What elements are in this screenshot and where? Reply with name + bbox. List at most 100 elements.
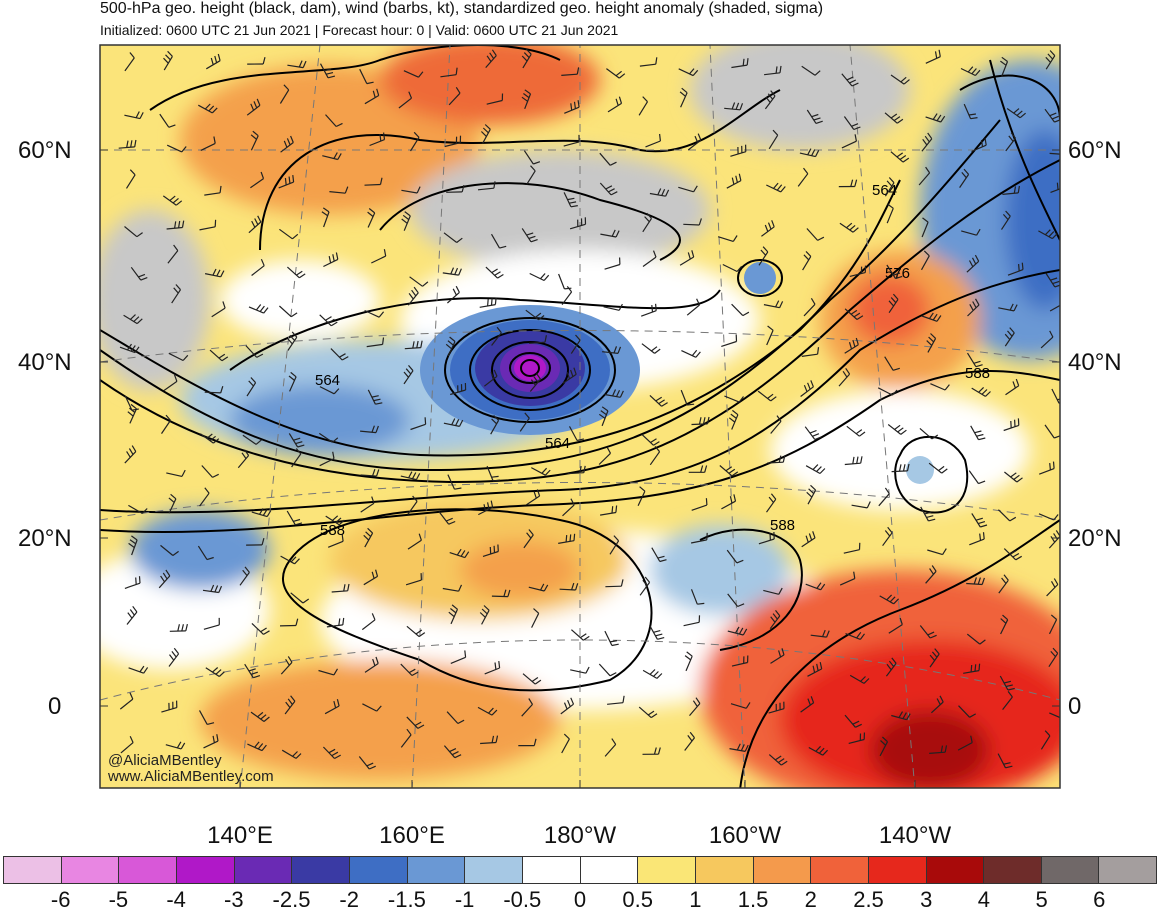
colorbar-label: 3 [920, 887, 933, 912]
wind-barb-flag [424, 417, 427, 425]
wind-barb-flag [890, 113, 898, 119]
wind-barb [890, 74, 905, 85]
wind-barb-flag [220, 270, 225, 278]
wind-barb-flag [339, 353, 346, 358]
wind-barb-flag [260, 714, 267, 720]
wind-barb-flag [543, 274, 550, 281]
wind-barb [638, 101, 649, 116]
wind-barb-flag [131, 445, 137, 452]
wind-barb-flag [886, 180, 893, 187]
wind-barb-flag [656, 673, 663, 679]
wind-barb [325, 515, 340, 526]
wind-barb [691, 504, 708, 511]
wind-barb [690, 539, 707, 544]
wind-barb-flag [499, 245, 507, 249]
wind-barb-flag [563, 702, 568, 710]
wind-barb-flag [445, 343, 452, 350]
wind-barb-flag [531, 677, 539, 682]
contour-line [379, 182, 681, 261]
wind-barb-flag [543, 584, 549, 592]
wind-barb [1044, 424, 1055, 439]
wind-barb [477, 706, 493, 716]
wind-barb-flag [455, 285, 460, 293]
wind-barb [204, 391, 221, 394]
wind-barb-flag [254, 741, 260, 748]
wind-barb [450, 609, 459, 625]
contour-label: 588 [770, 517, 795, 534]
wind-barb-flag [173, 287, 179, 294]
wind-barb-flag [129, 539, 137, 545]
wind-barb [200, 433, 214, 444]
wind-barb-flag [922, 138, 928, 146]
wind-barb-flag [1009, 327, 1015, 334]
wind-barb-flag [736, 265, 743, 272]
wind-barb [606, 68, 620, 79]
wind-barb-flag [327, 75, 336, 79]
wind-barb-flag [204, 103, 211, 110]
wind-barb-flag [254, 218, 259, 225]
wind-barb-flag [973, 360, 981, 364]
wind-barb [326, 624, 343, 628]
wind-barb-flag [372, 658, 376, 666]
wind-barb-flag [739, 103, 744, 111]
wind-barb-flag [253, 675, 261, 679]
wind-barb-flag [655, 396, 663, 402]
wind-barb-flag [816, 466, 822, 473]
wind-barb-flag [897, 427, 904, 433]
wind-barb-flag [1049, 50, 1056, 57]
wind-barb-flag [332, 451, 335, 459]
wind-barb-flag [736, 559, 744, 564]
wind-barb-flag [848, 342, 853, 350]
wind-barb-flag [136, 318, 143, 325]
wind-barb-flag [544, 469, 551, 476]
wind-barb [158, 575, 171, 589]
wind-barb-flag [335, 252, 339, 260]
wind-barb [598, 452, 611, 465]
wind-barb-flag [493, 414, 500, 421]
wind-barb-flag [1053, 514, 1059, 521]
wind-barb-flag [1000, 60, 1007, 66]
wind-barb-flag [180, 742, 186, 750]
wind-barb-flag [659, 559, 667, 563]
wind-barb [1006, 108, 1021, 119]
wind-barb [280, 142, 294, 153]
wind-barb-flag [779, 301, 784, 308]
wind-barb-flag [773, 182, 779, 189]
wind-barb-flag [411, 472, 417, 479]
wind-barb [649, 394, 663, 407]
wind-barb-flag [642, 96, 648, 103]
wind-barb [845, 633, 861, 640]
wind-barb-flag [944, 745, 948, 753]
wind-barb-flag [812, 433, 820, 437]
wind-barb-flag [944, 384, 950, 391]
wind-barb [807, 489, 817, 505]
low-center [514, 355, 546, 381]
wind-barb-flag [980, 524, 988, 528]
wind-barb [959, 174, 970, 188]
wind-barb-flag [981, 389, 988, 395]
wind-barb-flag [455, 67, 458, 75]
wind-barb-flag [295, 448, 302, 455]
colorbar-label: 6 [1093, 887, 1106, 912]
wind-barb-flag [816, 663, 819, 671]
wind-barb [371, 255, 386, 264]
wind-barb [766, 184, 782, 193]
wind-barb [363, 575, 378, 586]
wind-barb [844, 462, 861, 466]
wind-barb-flag [461, 184, 465, 193]
wind-barb [562, 373, 577, 384]
wind-barb-flag [969, 304, 974, 311]
wind-barb-flag [970, 117, 978, 120]
colorbar-label: -6 [50, 887, 71, 912]
wind-barb [558, 273, 565, 290]
wind-barb [324, 705, 340, 715]
wind-barb [482, 129, 491, 144]
wind-barb-flag [728, 468, 736, 474]
wind-barb [403, 215, 411, 231]
wind-barb [927, 338, 937, 353]
wind-barb [885, 663, 897, 677]
wind-barb-flag [580, 633, 587, 639]
map-area: 564 576 588 564 564 588 588 [100, 45, 1060, 788]
wind-barb-flag [1051, 115, 1059, 120]
wind-barb-flag [491, 475, 499, 478]
